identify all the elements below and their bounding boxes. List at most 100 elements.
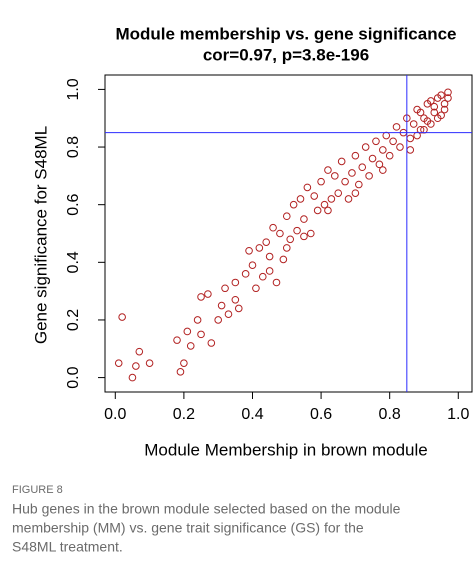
point <box>262 238 271 246</box>
point <box>324 206 332 215</box>
point <box>440 105 449 114</box>
point <box>231 278 240 287</box>
point <box>279 255 288 264</box>
point <box>180 359 188 367</box>
point <box>207 339 216 347</box>
point <box>385 151 394 160</box>
x-tick-label: 0.6 <box>310 406 332 423</box>
point <box>365 172 373 180</box>
y-tick-label: 0.8 <box>65 136 82 158</box>
point <box>289 200 298 209</box>
point <box>272 278 281 287</box>
point <box>430 108 439 117</box>
plot-frame <box>104 74 473 393</box>
point <box>382 131 391 140</box>
point <box>303 183 312 192</box>
point <box>224 310 233 318</box>
point <box>300 232 308 241</box>
point <box>433 114 442 123</box>
x-tick-label: 0.0 <box>104 406 126 423</box>
point <box>296 195 305 203</box>
point <box>361 143 370 151</box>
point <box>258 272 267 281</box>
point <box>437 91 445 99</box>
x-tick-label: 0.8 <box>379 406 401 423</box>
point <box>265 252 274 261</box>
y-tick-label: 0.6 <box>65 193 82 215</box>
point <box>276 229 284 238</box>
point <box>193 316 202 324</box>
point <box>197 293 205 301</box>
caption-label: FIGURE 8 <box>12 484 63 496</box>
caption-line: membership (MM) vs. gene trait significa… <box>12 520 364 536</box>
point <box>269 223 277 232</box>
point <box>114 359 123 367</box>
point <box>255 244 264 252</box>
point <box>375 160 384 169</box>
point <box>444 88 452 97</box>
point <box>135 347 144 356</box>
point <box>430 102 439 111</box>
y-tick-label: 1.0 <box>65 78 82 100</box>
point <box>413 131 421 140</box>
point <box>265 267 274 275</box>
point <box>396 143 404 151</box>
point <box>306 229 315 238</box>
point <box>409 120 418 128</box>
chart-title: Module membership vs. gene significance <box>115 24 456 43</box>
point <box>337 157 346 166</box>
point <box>286 235 295 244</box>
point <box>128 373 137 382</box>
x-axis-label: Module Membership in brown module <box>144 440 427 459</box>
point <box>317 177 325 186</box>
point <box>221 284 229 293</box>
point <box>416 108 425 117</box>
point <box>204 290 212 298</box>
point <box>241 270 250 278</box>
point <box>368 154 377 163</box>
x-tick-label: 0.2 <box>173 406 195 423</box>
y-axis-label: Gene significance for S48ML <box>31 126 50 344</box>
y-tick-label: 0.0 <box>65 366 82 388</box>
point <box>355 180 363 189</box>
point <box>372 137 380 146</box>
point <box>282 212 291 221</box>
point <box>348 169 356 177</box>
point <box>310 192 319 200</box>
point <box>324 166 332 174</box>
point <box>392 123 401 131</box>
point <box>231 295 240 304</box>
point <box>327 195 336 203</box>
point <box>214 316 222 324</box>
point <box>300 215 308 223</box>
point <box>423 117 432 125</box>
point <box>293 226 301 235</box>
y-tick-label: 0.4 <box>65 251 82 273</box>
point <box>282 244 291 252</box>
y-tick-label: 0.2 <box>65 309 82 331</box>
point <box>145 359 154 367</box>
x-tick-label: 1.0 <box>447 406 469 423</box>
point <box>313 206 322 215</box>
point <box>248 261 257 270</box>
point <box>176 368 185 376</box>
point <box>389 137 397 146</box>
point <box>341 177 349 186</box>
point <box>406 146 415 154</box>
point <box>427 97 435 105</box>
point <box>234 304 243 313</box>
point <box>406 134 415 143</box>
point <box>197 330 205 339</box>
point <box>320 200 329 209</box>
point <box>344 195 353 203</box>
point <box>444 94 452 102</box>
point <box>173 336 181 344</box>
point <box>186 342 195 350</box>
point <box>379 146 387 154</box>
point <box>252 284 260 293</box>
point <box>351 189 360 197</box>
point <box>331 172 339 180</box>
point <box>245 246 253 255</box>
